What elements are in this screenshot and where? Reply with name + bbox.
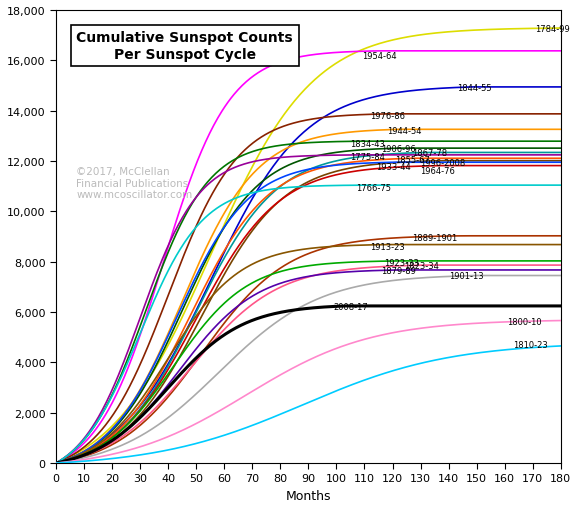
Text: 1906-96: 1906-96 (381, 145, 416, 154)
Text: Cumulative Sunspot Counts
Per Sunspot Cycle: Cumulative Sunspot Counts Per Sunspot Cy… (77, 31, 293, 62)
Text: ©2017, McClellan
Financial Publications
www.mcoscillator.com: ©2017, McClellan Financial Publications … (76, 167, 193, 200)
Text: 1784-99: 1784-99 (535, 25, 570, 34)
Text: 1855-67: 1855-67 (396, 156, 430, 165)
Text: 1889-1901: 1889-1901 (412, 233, 458, 242)
Text: 1923-33: 1923-33 (384, 258, 419, 267)
Text: 1976-86: 1976-86 (370, 112, 405, 121)
Text: 1800-10: 1800-10 (508, 317, 542, 326)
Text: 1901-13: 1901-13 (448, 272, 483, 281)
Text: 1964-76: 1964-76 (420, 167, 455, 176)
Text: 1810-23: 1810-23 (513, 340, 548, 349)
Text: 1775-84: 1775-84 (350, 153, 385, 162)
Text: 1944-54: 1944-54 (387, 127, 422, 136)
Text: 1867-78: 1867-78 (412, 149, 447, 158)
Text: 2008-17: 2008-17 (334, 302, 368, 311)
Text: 1766-75: 1766-75 (356, 184, 391, 192)
Text: 1996-2008: 1996-2008 (420, 159, 466, 168)
Text: 1844-55: 1844-55 (457, 84, 492, 93)
X-axis label: Months: Months (285, 489, 331, 502)
Text: 1834-43: 1834-43 (350, 139, 385, 149)
Text: 1913-23: 1913-23 (370, 242, 405, 251)
Text: 1879-89: 1879-89 (381, 267, 416, 276)
Text: 1954-64: 1954-64 (362, 51, 396, 61)
Text: 1823-34: 1823-34 (404, 262, 438, 271)
Text: 1933-44: 1933-44 (376, 163, 411, 172)
